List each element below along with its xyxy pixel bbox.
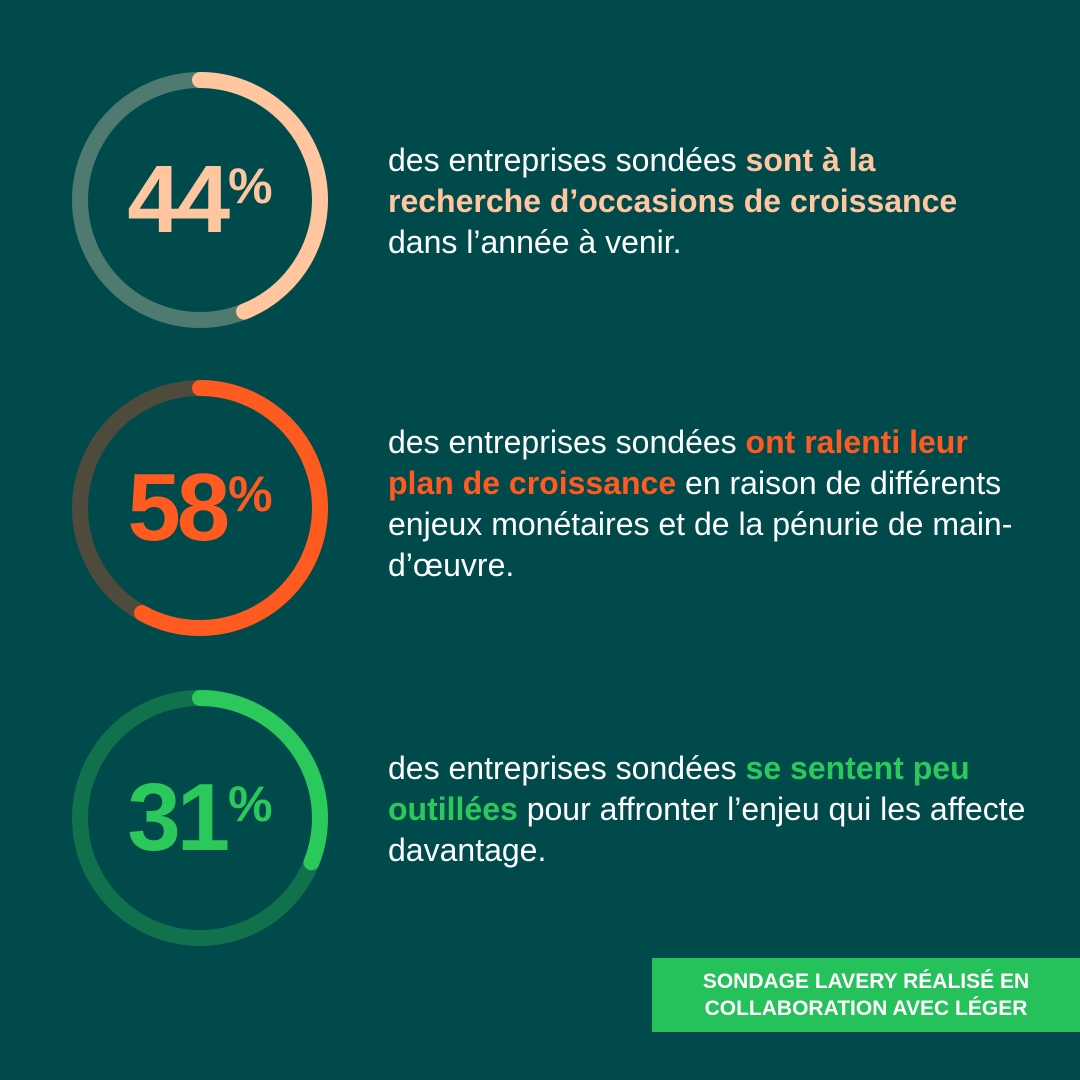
percentage-number: 31 — [127, 764, 230, 871]
percent-sign: % — [228, 466, 273, 522]
source-line-1: SONDAGE LAVERY RÉALISÉ EN — [702, 970, 1030, 993]
percentage-value: 31% — [65, 683, 335, 953]
description-text-end: en raison de différents enjeux monétaire… — [388, 465, 1013, 583]
stat-description: des entreprises sondées ont ralenti leur… — [388, 422, 1028, 586]
description-highlight: se sentent peu outillées — [388, 750, 970, 827]
percentage-value: 58% — [65, 373, 335, 643]
progress-ring-1: 44% — [65, 65, 335, 335]
ring-progress — [72, 690, 328, 946]
percent-sign: % — [228, 776, 273, 832]
source-line-2: COLLABORATION AVEC LÉGER — [704, 997, 1028, 1020]
progress-ring-3: 31% — [65, 683, 335, 953]
description-highlight: ont ralenti leur plan de croissance — [388, 424, 968, 501]
source-badge: SONDAGE LAVERY RÉALISÉ EN COLLABORATION … — [652, 958, 1080, 1032]
description-text: des entreprises sondées — [388, 142, 746, 178]
progress-ring-svg — [72, 690, 328, 946]
progress-ring-svg — [72, 380, 328, 636]
description-text: des entreprises sondées — [388, 750, 746, 786]
description-text-end: dans l’année à venir. — [388, 224, 682, 260]
percentage-number: 58 — [127, 454, 230, 561]
description-text: des entreprises sondées — [388, 424, 746, 460]
progress-ring-2: 58% — [65, 373, 335, 643]
progress-ring-svg — [72, 72, 328, 328]
percent-sign: % — [228, 158, 273, 214]
percentage-value: 44% — [65, 65, 335, 335]
ring-progress — [72, 380, 328, 636]
description-text-end: pour affronter l’enjeu qui les affecte d… — [388, 791, 1026, 868]
stat-description: des entreprises sondées se sentent peu o… — [388, 748, 1028, 871]
stat-description: des entreprises sondées sont à la recher… — [388, 140, 1028, 263]
ring-progress — [72, 72, 328, 328]
percentage-number: 44 — [127, 146, 230, 253]
description-highlight: sont à la recherche d’occasions de crois… — [388, 142, 958, 219]
